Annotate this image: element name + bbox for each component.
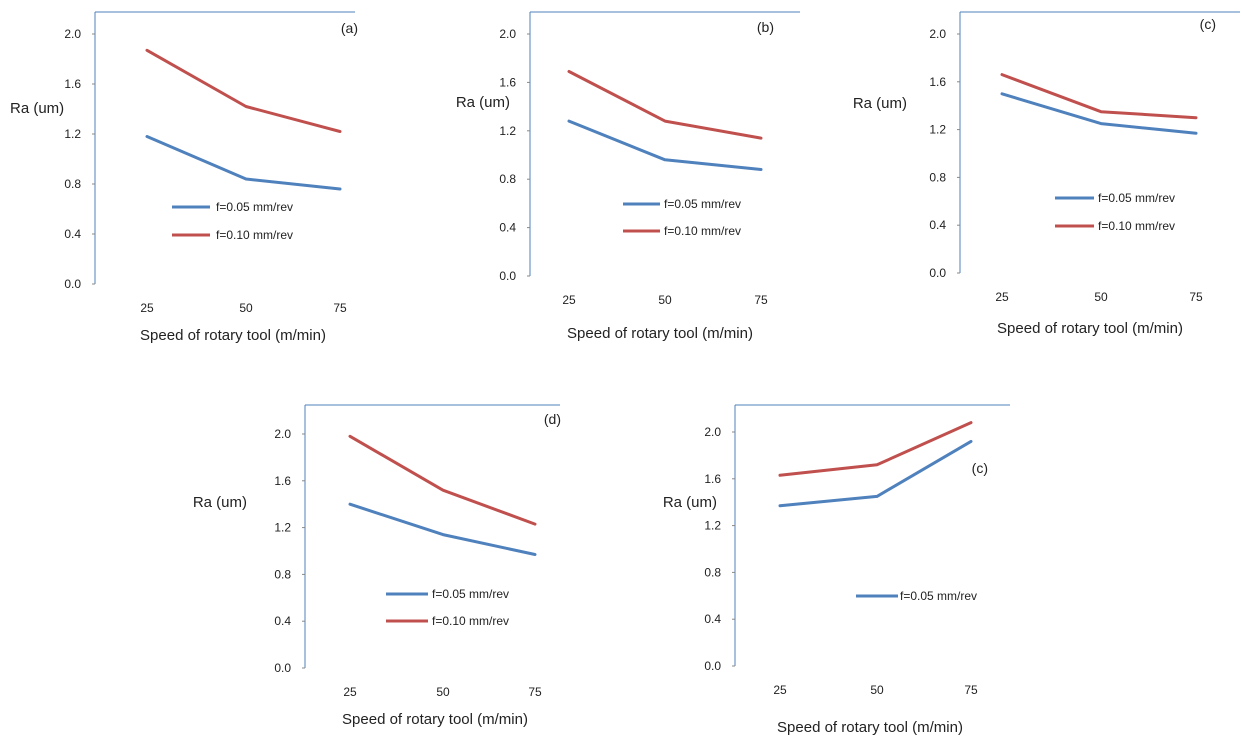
series-line-2 <box>778 421 973 477</box>
y-tick-label: 2.0 <box>499 27 516 41</box>
series-line-1 <box>348 502 537 556</box>
x-tick-label: 50 <box>436 685 450 699</box>
y-tick-label: 0.8 <box>274 567 291 581</box>
y-tick-label: 0.4 <box>499 221 516 235</box>
panel-tag: (d) <box>544 411 561 427</box>
series-line-1 <box>778 439 973 508</box>
panel-tag: (c) <box>1200 16 1216 32</box>
y-tick-label: 0.0 <box>64 277 81 291</box>
y-tick-label: 1.6 <box>499 75 516 89</box>
legend-label-1: f=0.05 mm/rev <box>432 587 509 601</box>
series-line-2 <box>348 434 537 526</box>
y-axis-title: Ra (um) <box>10 100 64 117</box>
y-axis-title: Ra (um) <box>193 494 247 511</box>
x-tick-label: 75 <box>528 685 542 699</box>
panel-tag: (a) <box>341 20 358 36</box>
x-axis-title: Speed of rotary tool (m/min) <box>777 719 963 736</box>
y-axis-title: Ra (um) <box>853 95 907 112</box>
y-tick-label: 2.0 <box>704 425 721 439</box>
x-axis-title: Speed of rotary tool (m/min) <box>342 711 528 728</box>
y-tick-label: 2.0 <box>64 27 81 41</box>
series-line-1 <box>145 135 342 191</box>
y-tick-label: 1.6 <box>704 472 721 486</box>
y-tick-label: 0.8 <box>64 177 81 191</box>
x-tick-label: 75 <box>1189 290 1203 304</box>
y-tick-label: 1.2 <box>274 521 291 535</box>
x-tick-label: 25 <box>140 301 154 315</box>
y-tick-label: 0.4 <box>704 612 721 626</box>
series-line-1 <box>567 119 763 171</box>
panel-tag: (b) <box>757 19 774 35</box>
legend-label-2: f=0.10 mm/rev <box>432 614 509 628</box>
y-tick-label: 0.8 <box>929 170 946 184</box>
y-tick-label: 0.0 <box>704 659 721 673</box>
y-tick-label: 1.6 <box>929 75 946 89</box>
x-tick-label: 50 <box>1094 290 1108 304</box>
x-axis-title: Speed of rotary tool (m/min) <box>997 320 1183 337</box>
x-tick-label: 25 <box>773 683 787 697</box>
panel-c: 0.0 0.4 0.8 1.2 1.6 2.0 25 50 75 Ra (um) Speed of … <box>853 11 1240 337</box>
legend-label-2: f=0.10 mm/rev <box>216 228 293 242</box>
y-tick-label: 1.2 <box>64 127 81 141</box>
y-tick-label: 0.4 <box>274 614 291 628</box>
y-tick-label: 0.8 <box>704 565 721 579</box>
y-tick-label: 1.2 <box>929 123 946 137</box>
x-tick-label: 50 <box>239 301 253 315</box>
y-tick-label: 0.4 <box>929 218 946 232</box>
y-tick-label: 0.0 <box>274 661 291 675</box>
y-tick-label: 0.0 <box>929 266 946 280</box>
x-tick-label: 75 <box>333 301 347 315</box>
series-line-2 <box>567 70 763 140</box>
y-axis-title: Ra (um) <box>663 494 717 511</box>
y-tick-label: 1.6 <box>64 77 81 91</box>
y-tick-label: 2.0 <box>929 27 946 41</box>
panel-tag: (c) <box>972 460 988 476</box>
y-axis-title: Ra (um) <box>456 94 510 111</box>
legend-label-1: f=0.05 mm/rev <box>900 589 977 603</box>
legend-label-2: f=0.10 mm/rev <box>1098 219 1175 233</box>
y-tick-label: 1.6 <box>274 474 291 488</box>
panel-a: 0.0 0.4 0.8 1.2 1.6 2.0 25 50 75 Ra (um) Speed of … <box>10 11 358 344</box>
panel-d: 0.0 0.4 0.8 1.2 1.6 2.0 25 50 75 Ra (um) Speed of … <box>193 404 561 728</box>
series-line-2 <box>145 48 342 133</box>
x-tick-label: 50 <box>658 293 672 307</box>
y-tick-label: 0.0 <box>499 269 516 283</box>
x-tick-label: 25 <box>562 293 576 307</box>
x-tick-label: 25 <box>343 685 357 699</box>
legend-label-2: f=0.10 mm/rev <box>664 224 741 238</box>
panel-e: 0.0 0.4 0.8 1.2 1.6 2.0 25 50 75 Ra (um) Speed of … <box>663 404 1010 736</box>
panel-b: 0.0 0.4 0.8 1.2 1.6 2.0 25 50 75 Ra (um) Speed of … <box>456 11 800 342</box>
x-tick-label: 75 <box>754 293 768 307</box>
legend-label-1: f=0.05 mm/rev <box>664 197 741 211</box>
x-axis-title: Speed of rotary tool (m/min) <box>140 327 326 344</box>
y-tick-label: 0.4 <box>64 227 81 241</box>
x-axis-title: Speed of rotary tool (m/min) <box>567 325 753 342</box>
series-line-2 <box>1000 73 1198 120</box>
series-line-1 <box>1000 92 1198 135</box>
legend-label-1: f=0.05 mm/rev <box>1098 191 1175 205</box>
y-tick-label: 1.2 <box>499 124 516 138</box>
legend-label-1: f=0.05 mm/rev <box>216 200 293 214</box>
y-tick-label: 0.8 <box>499 172 516 186</box>
x-tick-label: 50 <box>870 683 884 697</box>
x-tick-label: 75 <box>964 683 978 697</box>
y-tick-label: 1.2 <box>704 519 721 533</box>
x-tick-label: 25 <box>995 290 1009 304</box>
y-tick-label: 2.0 <box>274 427 291 441</box>
